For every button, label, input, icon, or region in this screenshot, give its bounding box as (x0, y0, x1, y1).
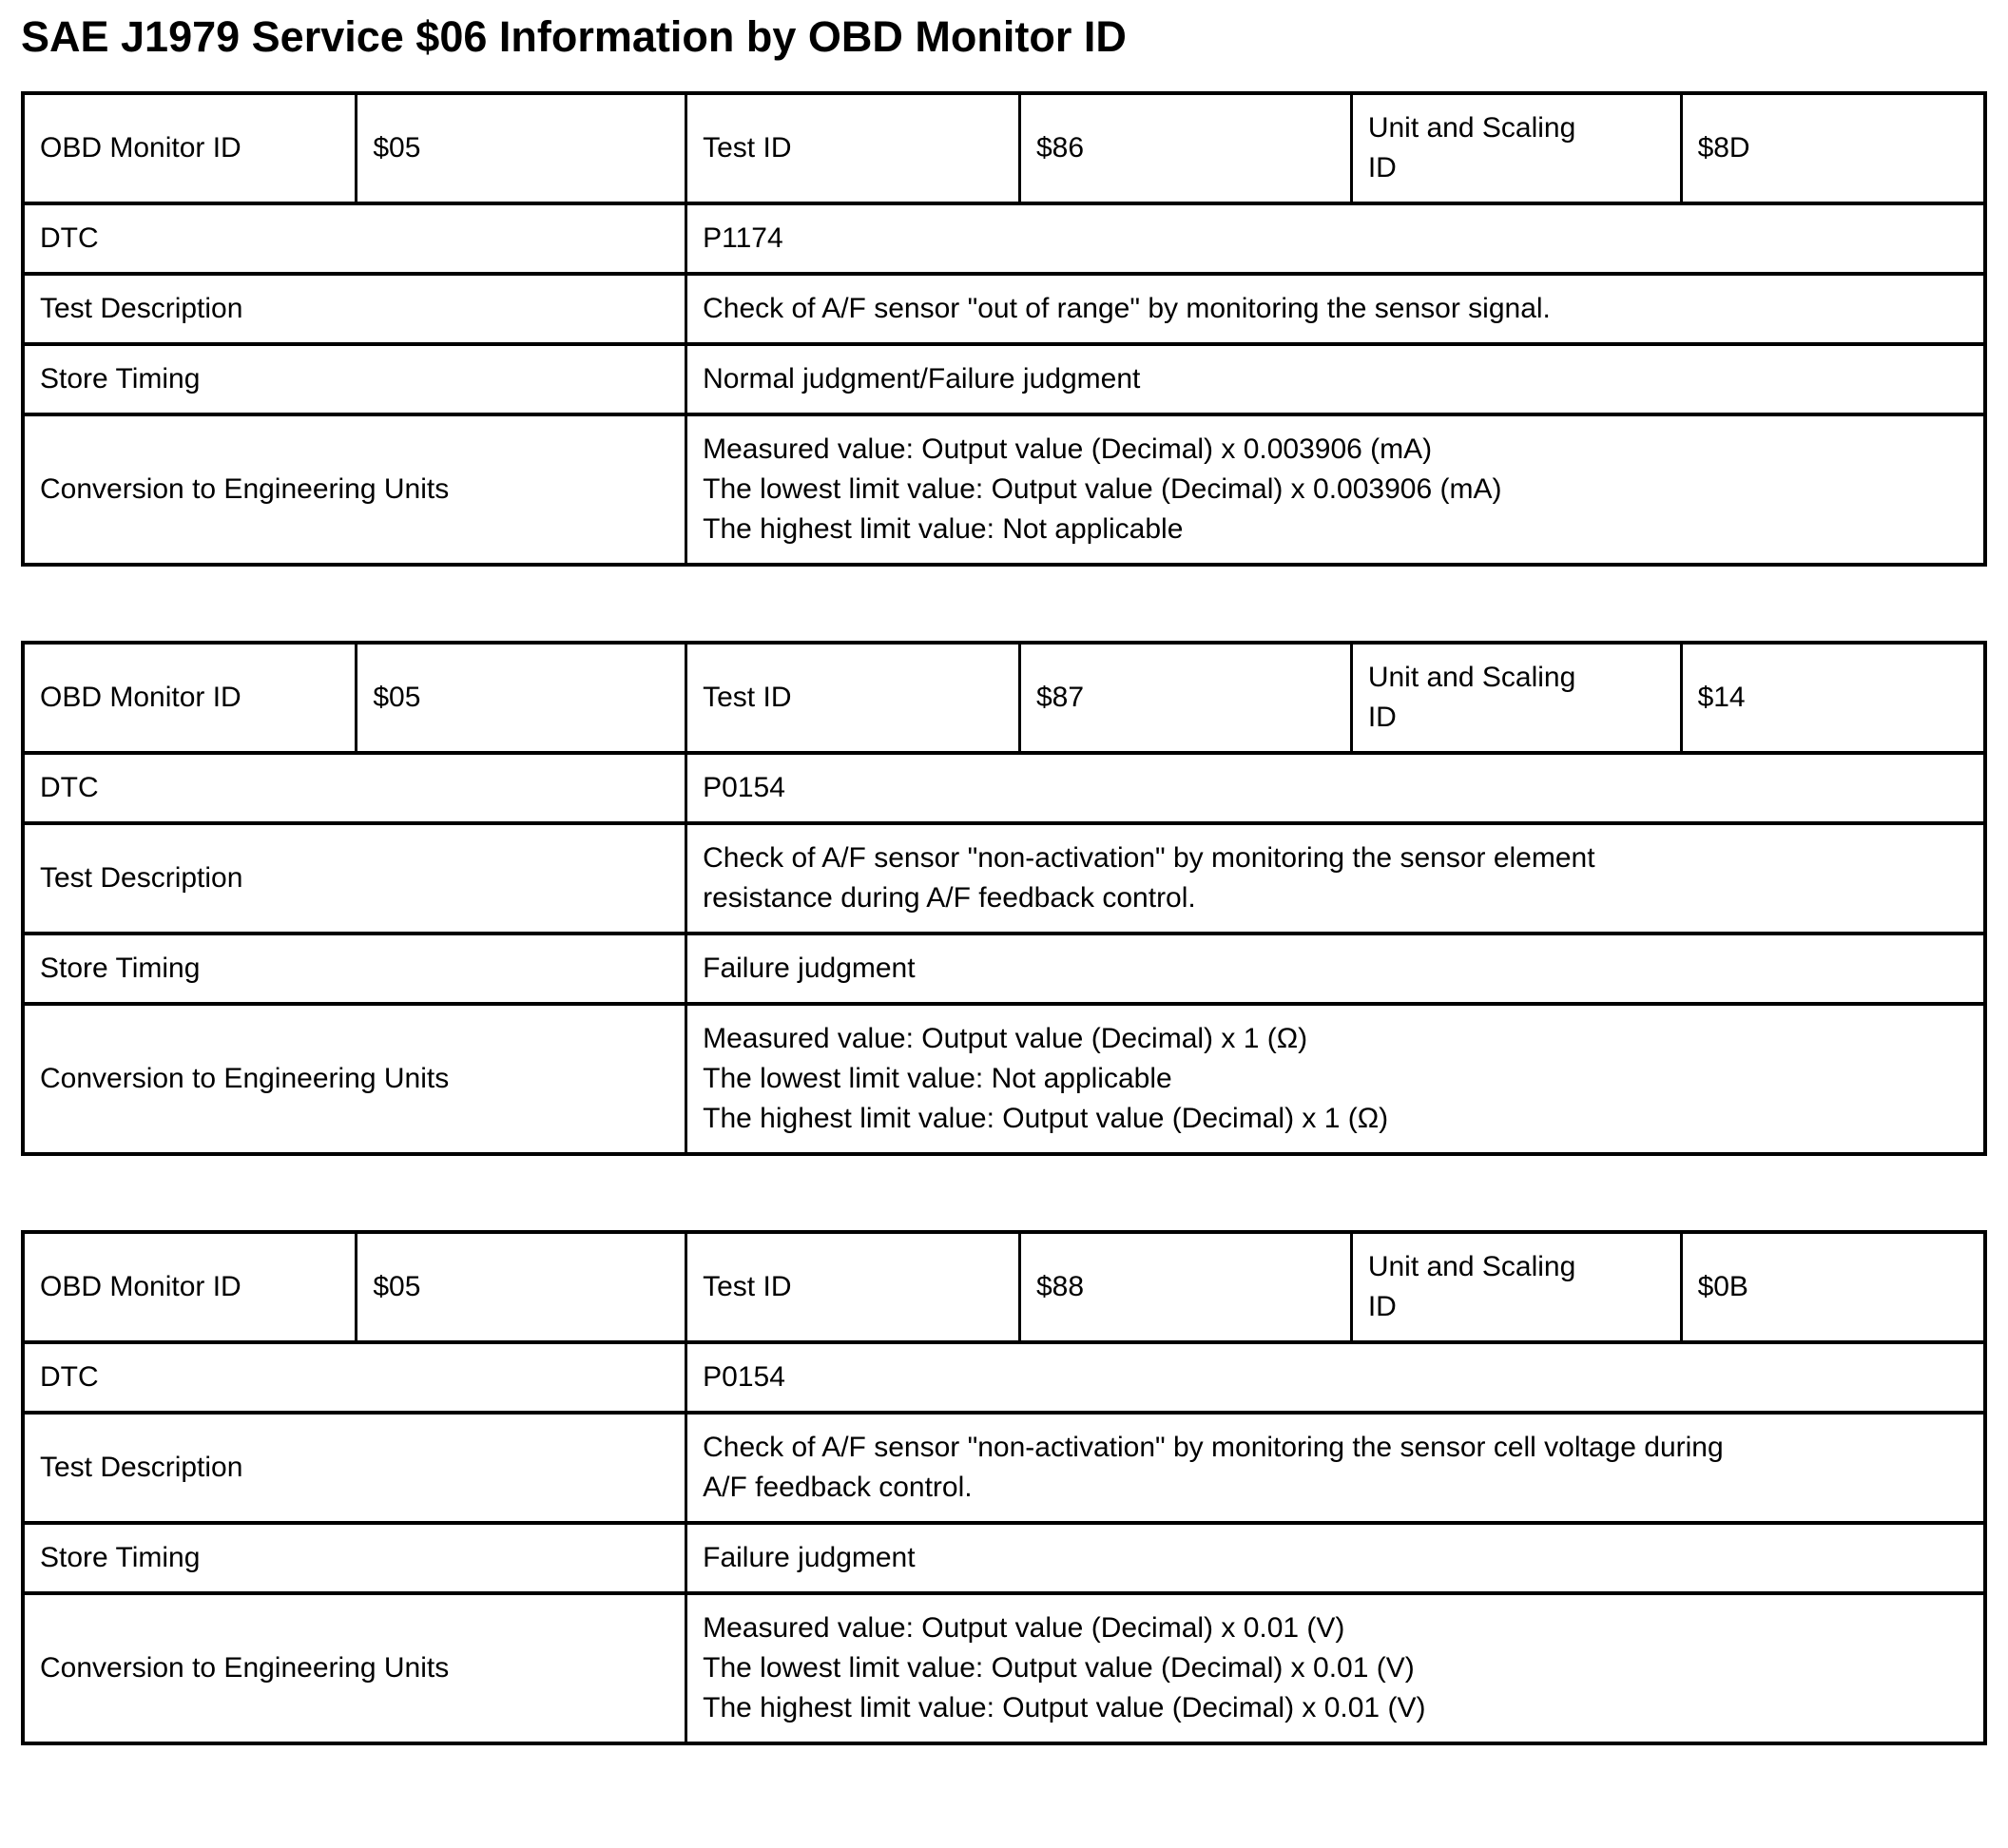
dtc-row: DTC P0154 (21, 1339, 1987, 1415)
store-timing-row: Store Timing Normal judgment/Failure jud… (21, 341, 1987, 416)
monitor-ids-row: OBD Monitor ID $05 Test ID $88 Unit and … (21, 1229, 1987, 1344)
store-timing-row: Store Timing Failure judgment (21, 931, 1987, 1006)
dtc-row: DTC P1174 (21, 201, 1987, 276)
text-line: The highest limit value: Output value (D… (703, 1691, 1426, 1723)
obd-monitor-id-label: OBD Monitor ID (21, 90, 358, 205)
test-description-value: Check of A/F sensor "out of range" by mo… (685, 271, 1987, 346)
conversion-label: Conversion to Engineering Units (21, 1590, 688, 1745)
store-timing-label: Store Timing (21, 931, 688, 1006)
unit-scaling-id-value: $0B (1679, 1229, 1987, 1344)
dtc-value: P1174 (685, 201, 1987, 276)
test-id-value: $88 (1018, 1229, 1353, 1344)
unit-scaling-id-label: Unit and Scaling ID (1349, 1229, 1683, 1344)
monitor-ids-row: OBD Monitor ID $05 Test ID $86 Unit and … (21, 90, 1987, 205)
obd-monitor-table-2: OBD Monitor ID $05 Test ID $87 Unit and … (21, 640, 1987, 1156)
text-line: The lowest limit value: Not applicable (703, 1062, 1172, 1094)
conversion-label: Conversion to Engineering Units (21, 412, 688, 567)
text-line: The lowest limit value: Output value (De… (703, 472, 1502, 505)
dtc-value: P0154 (685, 750, 1987, 825)
test-id-label: Test ID (685, 90, 1021, 205)
unit-scaling-id-label-text: Unit and Scaling ID (1367, 1250, 1576, 1322)
test-description-row: Test Description Check of A/F sensor "no… (21, 1410, 1987, 1525)
conversion-row: Conversion to Engineering Units Measured… (21, 1590, 1987, 1745)
store-timing-value: Normal judgment/Failure judgment (685, 341, 1987, 416)
conversion-value: Measured value: Output value (Decimal) x… (685, 1001, 1987, 1156)
test-id-label: Test ID (685, 640, 1021, 755)
dtc-label: DTC (21, 750, 688, 825)
obd-monitor-id-value: $05 (355, 90, 688, 205)
text-line: A/F feedback control. (703, 1471, 973, 1503)
test-description-value: Check of A/F sensor "non-activation" by … (685, 820, 1987, 935)
unit-scaling-id-label: Unit and Scaling ID (1349, 90, 1683, 205)
unit-scaling-id-value: $14 (1679, 640, 1987, 755)
conversion-row: Conversion to Engineering Units Measured… (21, 1001, 1987, 1156)
store-timing-label: Store Timing (21, 1520, 688, 1595)
test-id-value: $86 (1018, 90, 1353, 205)
text-line: Measured value: Output value (Decimal) x… (703, 1611, 1345, 1644)
obd-monitor-table-1: OBD Monitor ID $05 Test ID $86 Unit and … (21, 90, 1987, 567)
unit-scaling-id-label: Unit and Scaling ID (1349, 640, 1683, 755)
store-timing-row: Store Timing Failure judgment (21, 1520, 1987, 1595)
conversion-value: Measured value: Output value (Decimal) x… (685, 412, 1987, 567)
test-id-label: Test ID (685, 1229, 1021, 1344)
store-timing-label: Store Timing (21, 341, 688, 416)
obd-monitor-id-value: $05 (355, 640, 688, 755)
dtc-row: DTC P0154 (21, 750, 1987, 825)
text-line: Check of A/F sensor "non-activation" by … (703, 1431, 1724, 1463)
unit-scaling-id-label-text: Unit and Scaling ID (1367, 661, 1576, 733)
test-description-value: Check of A/F sensor "non-activation" by … (685, 1410, 1987, 1525)
test-description-row: Test Description Check of A/F sensor "ou… (21, 271, 1987, 346)
conversion-row: Conversion to Engineering Units Measured… (21, 412, 1987, 567)
test-description-row: Test Description Check of A/F sensor "no… (21, 820, 1987, 935)
conversion-value: Measured value: Output value (Decimal) x… (685, 1590, 1987, 1745)
text-line: Check of A/F sensor "non-activation" by … (703, 841, 1595, 874)
test-description-label: Test Description (21, 1410, 688, 1525)
dtc-label: DTC (21, 201, 688, 276)
unit-scaling-id-label-text: Unit and Scaling ID (1367, 111, 1576, 183)
text-line: The highest limit value: Output value (D… (703, 1102, 1389, 1134)
monitor-ids-row: OBD Monitor ID $05 Test ID $87 Unit and … (21, 640, 1987, 755)
obd-monitor-id-value: $05 (355, 1229, 688, 1344)
text-line: Measured value: Output value (Decimal) x… (703, 433, 1433, 465)
unit-scaling-id-value: $8D (1679, 90, 1987, 205)
text-line: The highest limit value: Not applicable (703, 512, 1184, 545)
store-timing-value: Failure judgment (685, 931, 1987, 1006)
conversion-label: Conversion to Engineering Units (21, 1001, 688, 1156)
text-line: The lowest limit value: Output value (De… (703, 1651, 1415, 1684)
store-timing-value: Failure judgment (685, 1520, 1987, 1595)
text-line: Measured value: Output value (Decimal) x… (703, 1022, 1308, 1054)
test-description-label: Test Description (21, 271, 688, 346)
test-description-label: Test Description (21, 820, 688, 935)
dtc-label: DTC (21, 1339, 688, 1415)
test-id-value: $87 (1018, 640, 1353, 755)
obd-monitor-table-3: OBD Monitor ID $05 Test ID $88 Unit and … (21, 1229, 1987, 1745)
obd-monitor-id-label: OBD Monitor ID (21, 640, 358, 755)
obd-monitor-id-label: OBD Monitor ID (21, 1229, 358, 1344)
dtc-value: P0154 (685, 1339, 1987, 1415)
page-title: SAE J1979 Service $06 Information by OBD… (21, 12, 1127, 61)
text-line: resistance during A/F feedback control. (703, 881, 1196, 914)
text-line: Check of A/F sensor "out of range" by mo… (703, 292, 1551, 324)
